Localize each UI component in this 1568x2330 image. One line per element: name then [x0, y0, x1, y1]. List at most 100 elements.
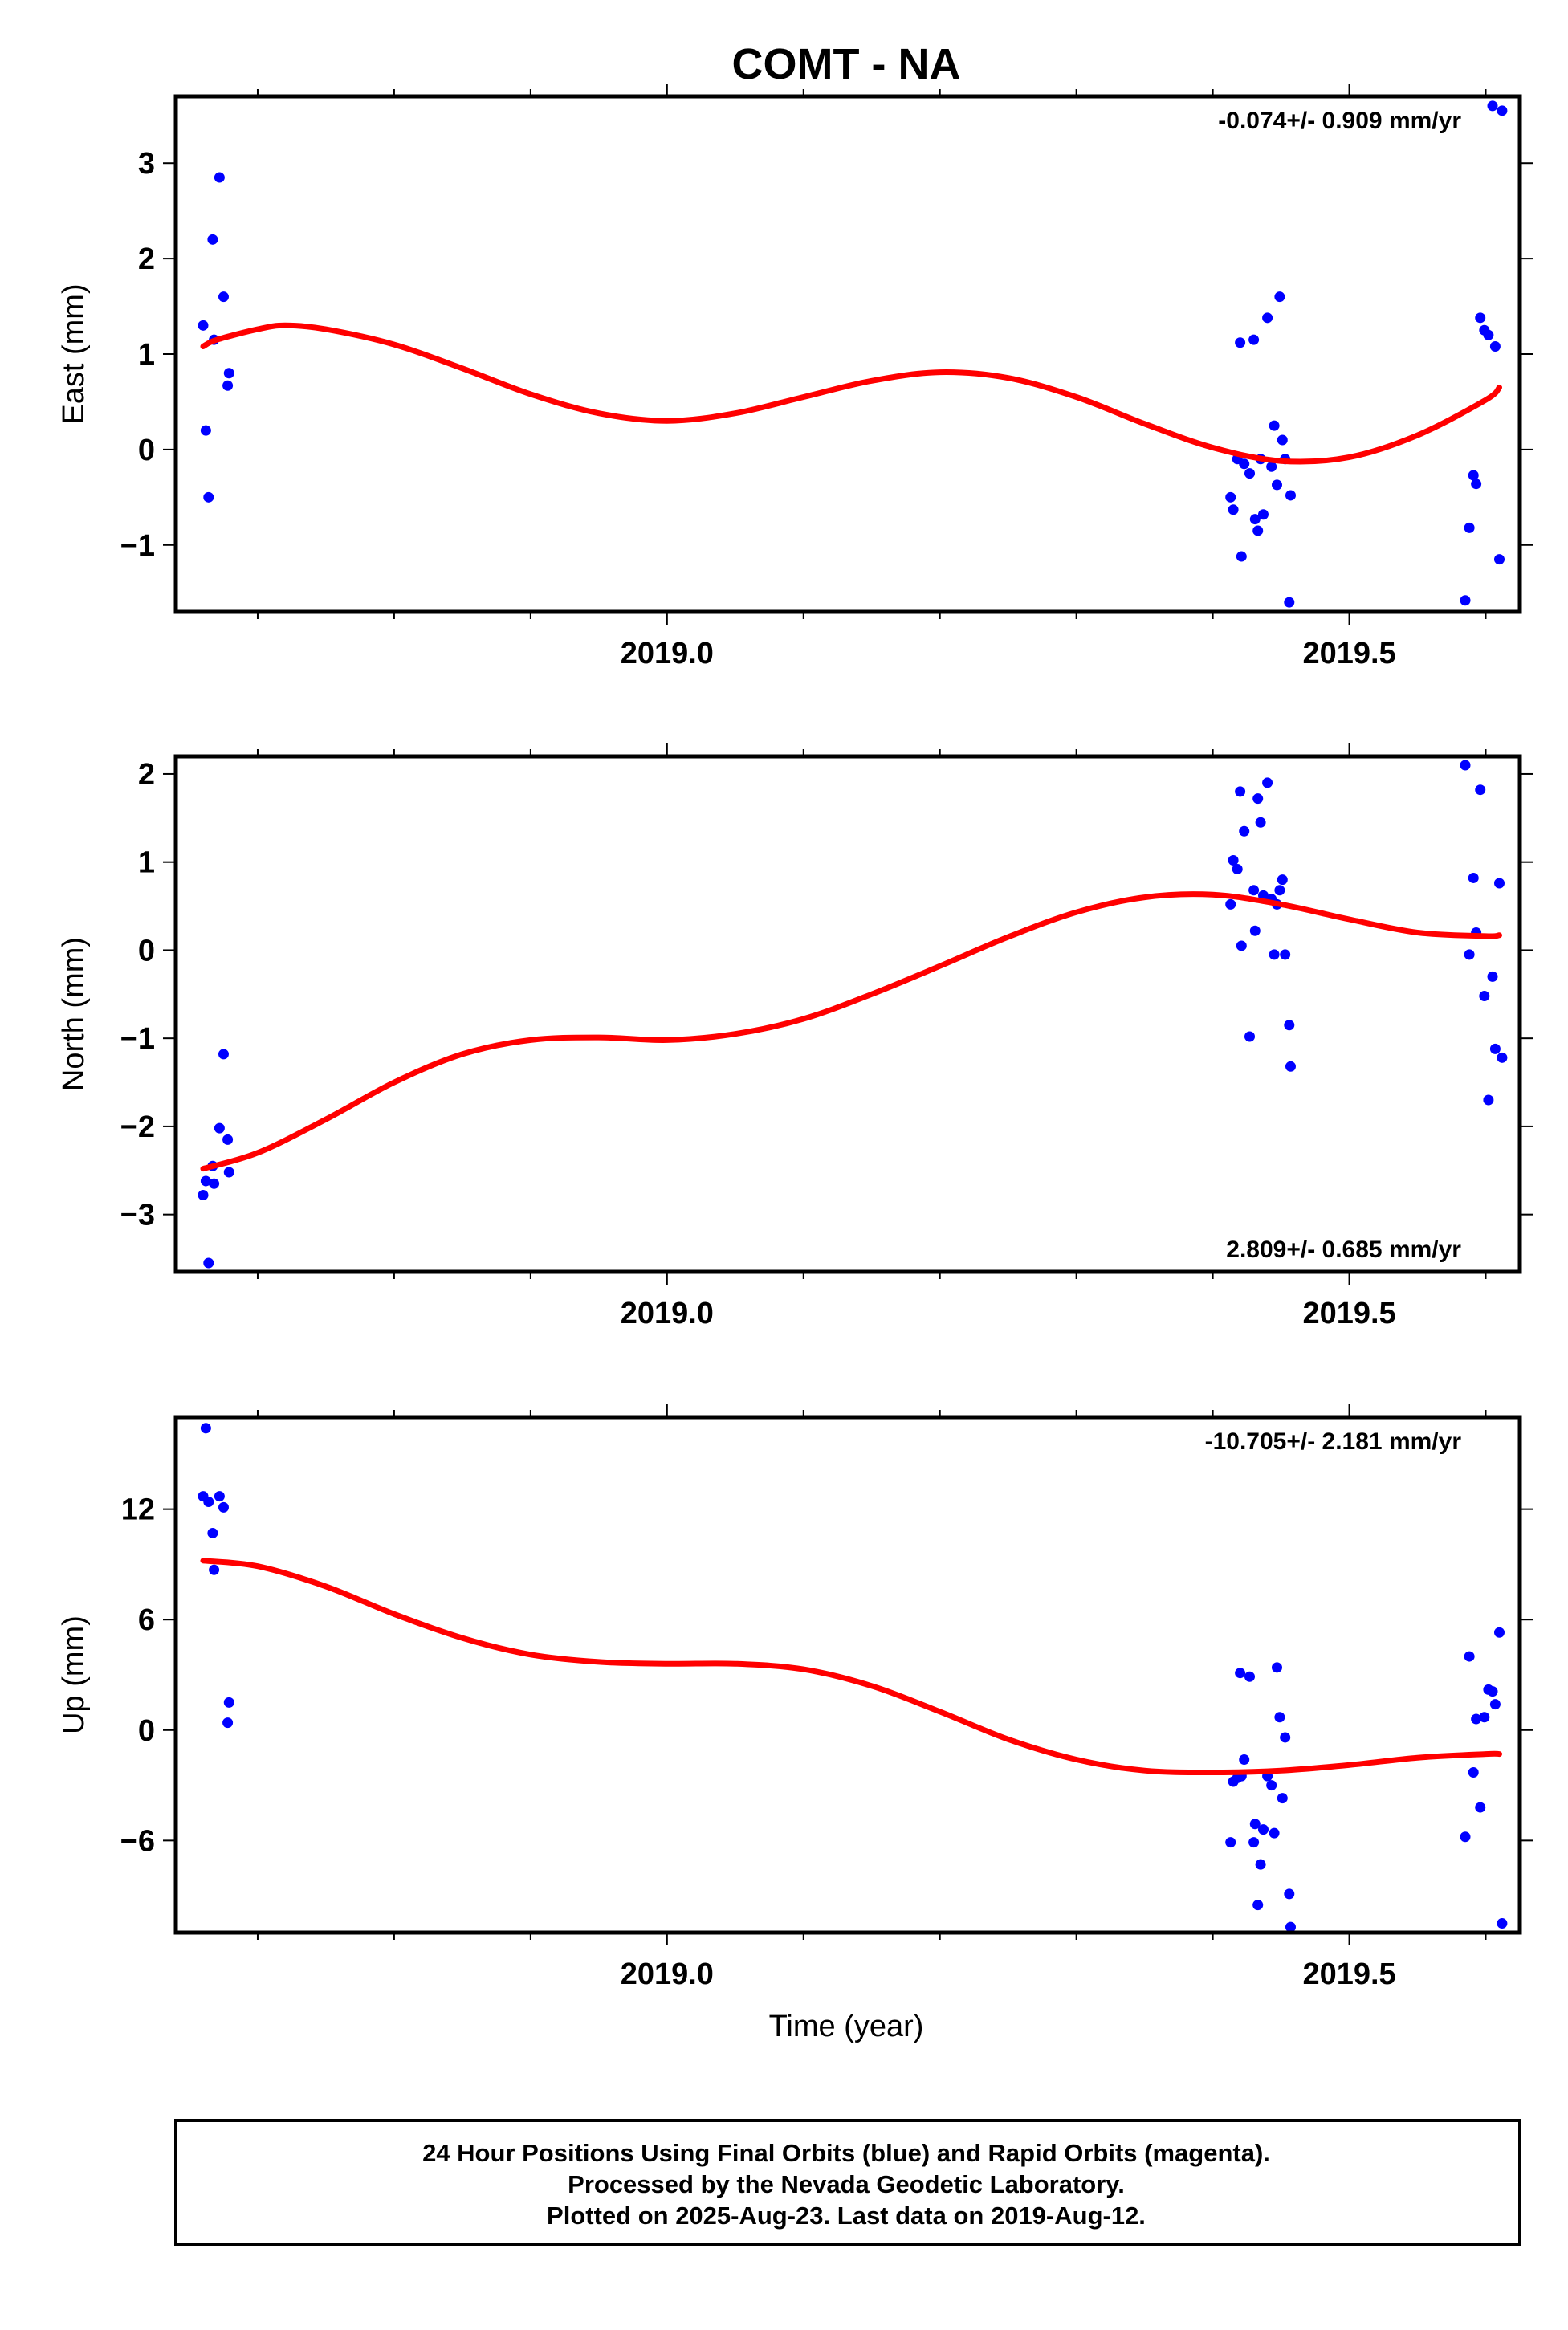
up-data-point [1460, 1831, 1471, 1843]
up-x-tick-label: 2019.0 [621, 1957, 714, 1991]
east-data-point [1228, 504, 1239, 515]
up-fit-curve [200, 1558, 1502, 1776]
north-data-point [1489, 1043, 1501, 1054]
up-data-point [1468, 1767, 1479, 1778]
north-data-point [203, 1257, 214, 1269]
east-data-area [198, 100, 1508, 608]
east-data-point [222, 380, 234, 391]
north-data-point [223, 1167, 234, 1178]
east-fit-curve [200, 322, 1502, 465]
east-y-tick-label: 3 [138, 147, 155, 181]
north-data-point [1248, 885, 1260, 896]
east-data-point [1464, 522, 1475, 533]
east-data-point [1271, 479, 1282, 491]
up-data-point [1271, 1662, 1282, 1673]
north-fit-curve [200, 891, 1502, 1172]
up-data-point [1285, 1921, 1296, 1933]
east-data-point [1487, 100, 1498, 112]
east-data-point [1285, 490, 1296, 501]
footer-line-2: Processed by the Nevada Geodetic Laborat… [568, 2170, 1125, 2198]
up-data-point [1464, 1651, 1475, 1662]
up-data-point [214, 1491, 225, 1502]
east-data-point [1249, 514, 1261, 525]
up-data-point [1489, 1699, 1501, 1710]
east-data-point [1244, 468, 1256, 479]
up-y-tick-label: 6 [138, 1603, 155, 1637]
north-data-point [1269, 949, 1280, 960]
up-data-point [1249, 1819, 1261, 1830]
east-data-point [1236, 551, 1247, 562]
north-data-point [1483, 1094, 1494, 1106]
north-plot-frame [173, 754, 1522, 1274]
up-data-point [203, 1496, 214, 1507]
east-rate-annotation: -0.074+/- 0.909 mm/yr [1218, 108, 1461, 134]
east-data-point [214, 172, 225, 183]
north-data-point [1285, 1061, 1296, 1072]
north-y-tick-label: −2 [120, 1110, 155, 1144]
east-data-point [1239, 458, 1250, 470]
east-data-point [198, 320, 209, 331]
north-data-point [209, 1178, 220, 1189]
north-data-point [222, 1134, 234, 1145]
north-data-point [1239, 825, 1250, 837]
east-data-point [1252, 525, 1264, 536]
north-panel: 2019.0 2019.5 −3 −2 −1 0 1 2 North (mm) 2.809+/- … [57, 743, 1533, 1330]
north-data-point [1262, 777, 1273, 788]
up-x-tick-label: 2019.5 [1302, 1957, 1395, 1991]
east-data-point [1468, 470, 1479, 481]
north-data-point [198, 1190, 209, 1201]
up-data-point [200, 1423, 211, 1434]
north-data-point [1277, 874, 1288, 886]
up-data-point [207, 1527, 218, 1538]
east-data-point [200, 425, 211, 436]
east-y-tick-label: 2 [138, 242, 155, 276]
up-data-point [1248, 1837, 1260, 1848]
east-data-point [1235, 337, 1246, 348]
east-y-axis-label: East (mm) [57, 283, 91, 424]
x-axis-label: Time (year) [769, 2010, 924, 2043]
north-data-point [1235, 786, 1246, 797]
north-data-point [1228, 854, 1239, 866]
up-data-point [1235, 1668, 1246, 1679]
east-data-point [1248, 334, 1260, 345]
up-y-tick-label: 12 [121, 1493, 155, 1527]
north-data-point [1460, 760, 1471, 771]
north-data-point [1284, 1020, 1295, 1031]
up-data-point [1277, 1793, 1288, 1804]
east-data-point [1497, 105, 1508, 116]
east-data-point [1475, 312, 1486, 324]
north-data-point [1244, 1031, 1256, 1042]
north-x-tick-label: 2019.5 [1302, 1297, 1395, 1330]
east-panel: 2019.0 2019.5 −1 0 1 2 3 East (mm) -0.074+/- 0.9… [57, 84, 1533, 670]
up-data-area [198, 1423, 1508, 1933]
north-data-point [1236, 940, 1247, 951]
north-y-axis-label: North (mm) [57, 937, 91, 1091]
up-y-tick-label: 0 [138, 1714, 155, 1748]
north-data-point [1232, 863, 1243, 874]
north-data-point [1225, 898, 1236, 910]
footer-line-3: Plotted on 2025-Aug-23. Last data on 201… [547, 2202, 1146, 2230]
up-plot-frame [173, 1415, 1522, 1935]
north-data-point [1479, 991, 1490, 1002]
up-data-point [1257, 1824, 1269, 1835]
north-data-point [1249, 925, 1261, 936]
up-data-point [1266, 1780, 1277, 1791]
up-data-point [1497, 1918, 1508, 1929]
east-x-tick-label: 2019.0 [621, 637, 714, 670]
north-rate-annotation: 2.809+/- 0.685 mm/yr [1226, 1236, 1461, 1263]
up-data-point [1269, 1827, 1280, 1839]
north-data-point [200, 1175, 211, 1187]
east-data-point [1274, 291, 1285, 303]
up-data-point [1471, 1713, 1482, 1725]
north-data-point [218, 1049, 229, 1060]
up-data-point [1475, 1802, 1486, 1813]
north-y-tick-label: −1 [120, 1022, 155, 1056]
east-data-point [1483, 329, 1494, 340]
east-data-point [1269, 420, 1280, 431]
east-data-point [203, 491, 214, 503]
north-data-point [1468, 872, 1479, 883]
up-data-point [1284, 1888, 1295, 1900]
east-data-point [218, 291, 229, 303]
up-data-point [1494, 1627, 1505, 1638]
